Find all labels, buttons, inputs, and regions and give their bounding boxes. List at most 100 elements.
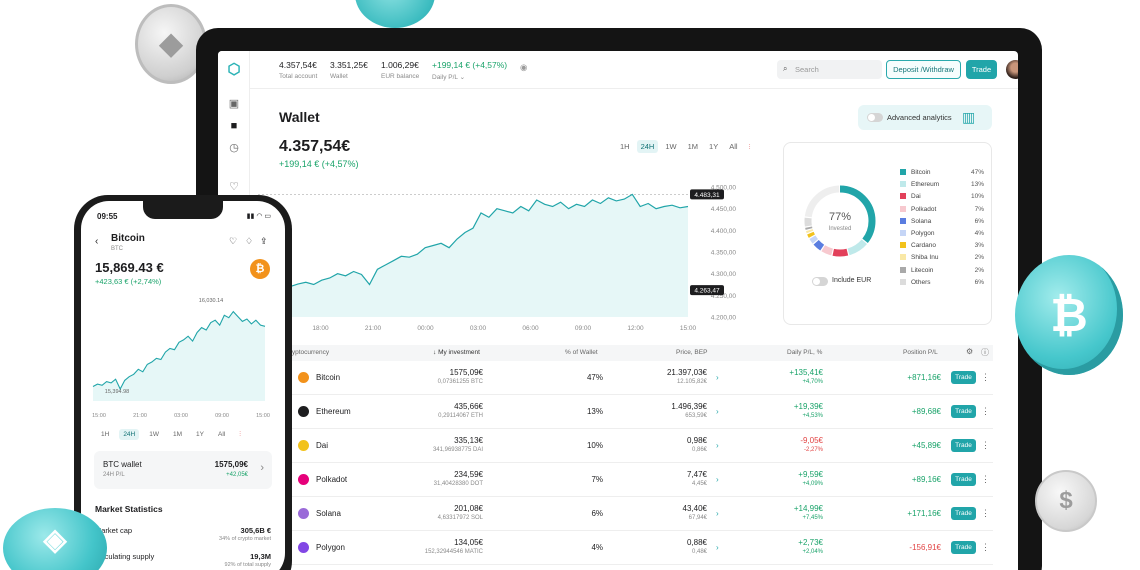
chevron-right-icon[interactable]: › [716,509,719,518]
dashboard-icon[interactable]: ▣ [228,98,240,110]
analytics-chart-icon: ▥ [962,109,976,125]
trade-button[interactable]: Trade [966,60,997,79]
range-all[interactable]: All [729,142,738,151]
range-selector: 1H 24H 1W 1M 1Y All ⫶ [616,140,757,154]
favorites-icon[interactable]: ♡ [229,181,239,193]
eye-icon[interactable]: ◉ [520,62,528,72]
header-percent-wallet[interactable]: % of Wallet [565,349,598,356]
favorite-heart-icon[interactable]: ♡ [229,236,238,246]
phone-range-1y[interactable]: 1Y [196,431,204,438]
investment-qty: 341,96938775 DAI [432,447,483,453]
mobile-app: 09:55 ▮▮ ◠ ▭ ‹ Bitcoin BTC ♡ ♢ ⇪ 15,869.… [81,201,285,570]
price-value: 21.397,03€ [666,368,707,377]
daily-pl-value: +199,14 € (+4,57%) [432,60,508,70]
legend-name: Bitcoin [911,169,931,176]
range-1h[interactable]: 1H [620,142,630,151]
advanced-analytics-toggle[interactable] [867,113,883,122]
more-options-icon[interactable]: ⋮ [981,406,990,416]
more-options-icon[interactable]: ⋮ [981,440,990,450]
row-trade-button[interactable]: Trade [951,473,976,486]
phone-x-tick: 15:00 [256,413,270,419]
phone-range-all[interactable]: All [217,431,226,438]
x-tick-label: 18:00 [312,325,329,332]
phone-high-label: 16,030.14 [199,298,223,304]
allocation-card: 77% Invested Include EUR Bitcoin 47% Ether… [783,142,992,325]
market-cap-label: Market cap [95,526,133,535]
more-options-icon[interactable]: ⋮ [981,474,990,484]
range-24h[interactable]: 24H [636,140,659,153]
daily-pl-dropdown[interactable]: Daily P/L ⌄ [432,73,465,81]
wallet-percent: 13% [586,407,603,416]
table-row[interactable]: Polygon 134,05€ 152,32944546 MATIC 4% 0,8… [279,531,993,565]
more-options-icon[interactable]: ⋮ [981,542,990,552]
table-row[interactable]: Ethereum 435,66€ 0,29114067 ETH 13% 1.496… [279,395,993,429]
phone-x-tick: 15:00 [92,413,106,419]
phone-range-24h[interactable]: 24H [119,429,140,440]
phone-range-1w[interactable]: 1W [149,431,159,438]
row-trade-button[interactable]: Trade [951,405,976,418]
header-my-investment[interactable]: ↓ My investment [433,349,480,356]
bep-value: 0,48€ [691,549,707,555]
phone-candle-icon[interactable]: ⫶ [239,431,241,438]
chevron-right-icon[interactable]: › [716,543,719,552]
table-row[interactable]: Polkadot 234,59€ 31,40428380 DOT 7% 7,47€… [279,463,993,497]
range-1w[interactable]: 1W [665,142,677,151]
header-price-bep[interactable]: Price, BEP [676,349,708,356]
btc-wallet-card[interactable]: BTC wallet 24H P/L 1575,09€ +42,05€ › [94,451,272,489]
range-1y[interactable]: 1Y [709,142,719,151]
daily-pl-cell: +9,59€ +4,09% [798,470,823,487]
row-trade-button[interactable]: Trade [951,371,976,384]
investment-qty: 152,32944546 MATIC [424,549,483,555]
more-options-icon[interactable]: ⋮ [981,508,990,518]
phone-price-chart: 16,030.14 15,394.98 15:00 21:00 03:00 09:00 15… [92,298,270,419]
legend-percent: 13% [970,181,984,189]
daily-pl-percent: +4,09% [802,481,823,487]
y-tick-label: 4.200,00 [711,315,737,322]
chevron-right-icon[interactable]: › [716,373,719,382]
more-options-icon[interactable]: ⋮ [981,372,990,382]
deposit-withdraw-button[interactable]: Deposit /Withdraw [886,60,961,79]
include-eur-toggle[interactable] [812,277,828,286]
back-chevron-icon[interactable]: ‹ [95,236,99,247]
bitcoin-coin-icon: ₿ [1050,289,1088,341]
wallet-icon[interactable]: ■ [230,120,238,132]
table-row[interactable]: Solana 201,08€ 4,63317972 SOL 6% 43,40€ 67… [279,497,993,531]
header-position-pl[interactable]: Position P/L [903,349,938,356]
legend-swatch [900,278,906,285]
phone-range-1h[interactable]: 1H [101,431,110,438]
phone-x-tick: 09:00 [215,413,229,419]
wallet-percent: 10% [586,441,603,450]
row-trade-button[interactable]: Trade [951,507,976,520]
legend-swatch [900,193,906,200]
chevron-right-icon[interactable]: › [716,475,719,484]
ethereum-icon: ◆ [159,27,183,61]
search-input[interactable]: Search [777,60,882,79]
share-icon[interactable]: ⇪ [260,236,268,246]
legend-percent: 2% [974,266,984,274]
row-trade-button[interactable]: Trade [951,541,976,554]
header-daily-pl[interactable]: Daily P/L, % [787,349,823,356]
info-icon[interactable]: ⓘ [981,348,989,357]
bell-icon[interactable]: ♢ [245,236,254,246]
chevron-right-icon[interactable]: › [716,407,719,416]
legend-name: Solana [911,217,932,225]
solana-icon [298,508,309,519]
investment-cell: 201,08€ 4,63317972 SOL [438,504,483,521]
range-1m[interactable]: 1M [687,142,699,151]
chevron-right-icon[interactable]: › [716,441,719,450]
table-row[interactable]: Bitcoin 1575,09€ 0,07361255 BTC 47% 21.39… [279,361,993,395]
table-row[interactable]: Dai 335,13€ 341,96938775 DAI 10% 0,98€ 0,8… [279,429,993,463]
daily-pl-value: +19,39€ [793,402,823,411]
donut-slice-bitcoin [804,185,876,257]
history-icon[interactable]: ◷ [229,142,239,154]
settings-gear-icon[interactable]: ⚙ [966,347,974,356]
candle-chart-icon[interactable]: ⫶ [748,142,751,151]
btc-wallet-delta: +42,05€ [226,472,248,478]
circulating-supply-label: Circulating supply [95,552,155,561]
avatar[interactable] [1006,60,1018,79]
row-trade-button[interactable]: Trade [951,439,976,452]
donut-slice-dai [804,185,876,257]
header-cryptocurrency[interactable]: Cryptocurrency [285,349,330,356]
app-logo-icon[interactable]: ⬡ [227,61,241,78]
phone-range-1m[interactable]: 1M [173,431,183,438]
